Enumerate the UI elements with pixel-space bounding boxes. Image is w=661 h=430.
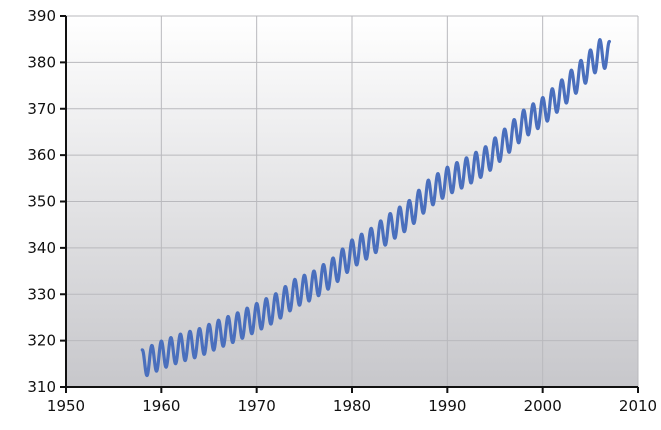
y-tick-label: 390 [27,7,56,25]
y-tick-label: 360 [27,146,56,164]
grid-lines [66,15,639,387]
x-tick-label: 1970 [238,397,276,415]
co2-series-line [140,38,611,378]
y-tick-label: 380 [27,53,56,71]
x-tick-label: 1960 [142,397,180,415]
y-tick-label: 330 [27,285,56,303]
y-tick-label: 370 [27,100,56,118]
x-tick-label: 1990 [428,397,466,415]
x-tick-label: 1980 [333,397,371,415]
tick-labels: 1950 1960 1970 1980 1990 2000 2010 310 320 330 340… [27,7,657,415]
series-layer [140,38,611,378]
x-tick-label: 1950 [47,397,85,415]
y-tick-label: 350 [27,193,56,211]
x-tick-label: 2010 [619,397,657,415]
y-tick-label: 340 [27,239,56,257]
y-tick-label: 320 [27,332,56,350]
y-tick-label: 310 [27,378,56,396]
axes [60,15,639,393]
x-tick-label: 2000 [524,397,562,415]
